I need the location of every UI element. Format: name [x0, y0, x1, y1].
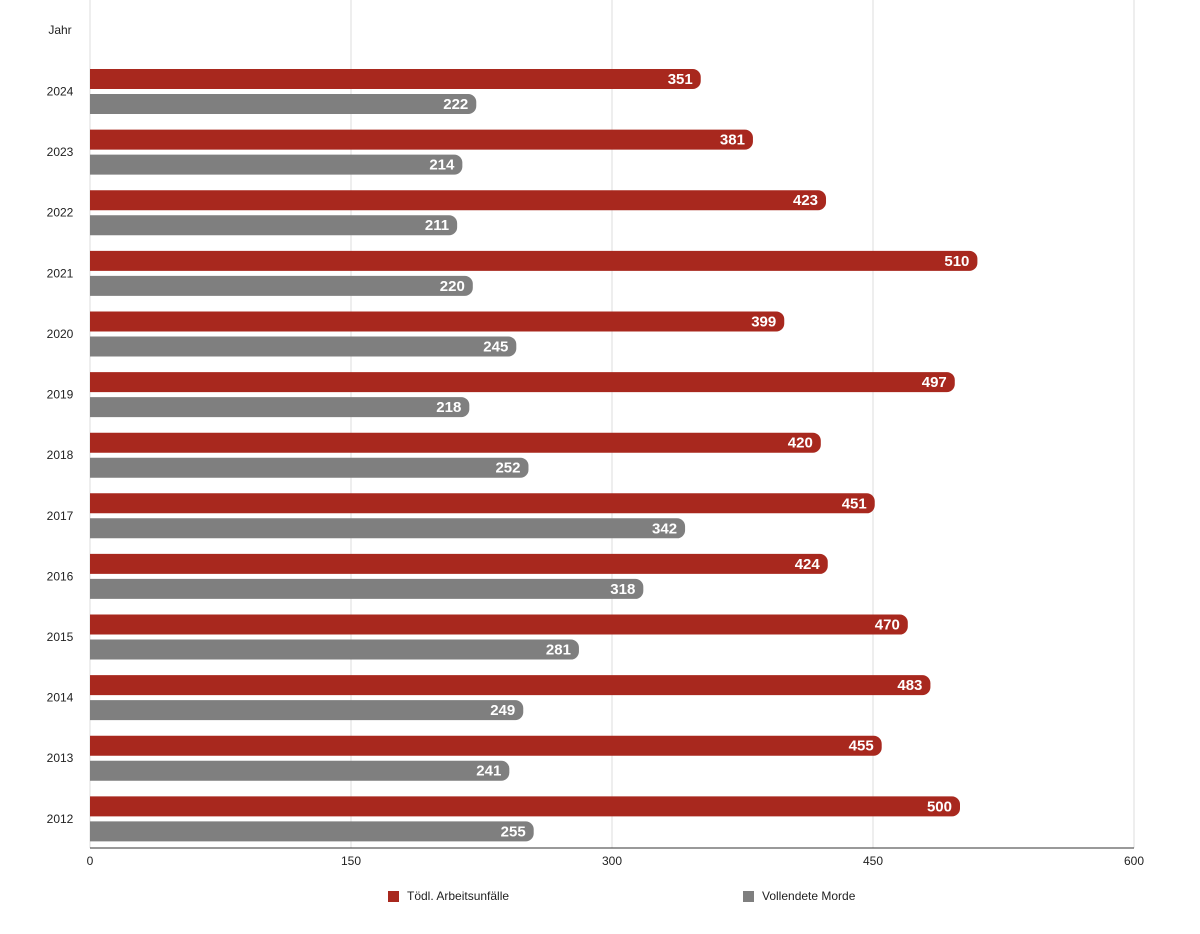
value-label: 252 — [495, 460, 520, 477]
x-tick-label: 150 — [341, 854, 361, 868]
value-label: 424 — [795, 556, 821, 573]
bar — [90, 190, 827, 211]
y-tick-label: 2012 — [47, 812, 74, 826]
bar — [90, 553, 828, 574]
bar — [90, 397, 470, 418]
bar — [90, 735, 882, 756]
x-tick-label: 450 — [863, 854, 883, 868]
bar — [90, 518, 686, 539]
y-tick-label: 2013 — [47, 751, 74, 765]
y-tick-label: 2021 — [47, 266, 74, 280]
bar — [90, 250, 978, 271]
legend-label: Tödl. Arbeitsunfälle — [407, 889, 509, 903]
bar — [90, 796, 960, 817]
y-tick-label: 2019 — [47, 388, 74, 402]
bar — [90, 457, 529, 478]
y-tick-label: 2022 — [47, 206, 74, 220]
value-label: 241 — [476, 763, 501, 780]
bar — [90, 69, 701, 89]
bar — [90, 215, 458, 236]
legend-marker — [743, 891, 754, 902]
value-label: 451 — [842, 495, 867, 512]
value-label: 318 — [610, 581, 635, 598]
bar — [90, 154, 463, 175]
value-label: 342 — [652, 520, 677, 537]
value-label: 222 — [443, 96, 468, 113]
value-label: 423 — [793, 192, 818, 209]
value-label: 399 — [751, 313, 776, 330]
value-label: 245 — [483, 338, 508, 355]
value-label: 483 — [897, 677, 922, 694]
bar — [90, 700, 524, 721]
bar — [90, 311, 785, 332]
value-label: 211 — [425, 217, 449, 234]
bar — [90, 639, 579, 660]
y-tick-label: 2018 — [47, 448, 74, 462]
legend-marker — [388, 891, 399, 902]
value-label: 281 — [546, 642, 571, 659]
value-label: 470 — [875, 617, 900, 634]
value-label: 497 — [922, 374, 947, 391]
value-label: 351 — [668, 71, 693, 88]
x-tick-label: 300 — [602, 854, 622, 868]
bar — [90, 372, 955, 393]
y-tick-label: 2023 — [47, 145, 74, 159]
y-tick-label: 2014 — [47, 691, 74, 705]
x-tick-label: 0 — [87, 854, 94, 868]
y-tick-label: 2024 — [47, 84, 74, 98]
bar — [90, 760, 510, 781]
bar — [90, 493, 875, 514]
y-tick-label: 2016 — [47, 569, 74, 583]
bar — [90, 94, 477, 114]
bar — [90, 432, 821, 453]
y-tick-label: 2020 — [47, 327, 74, 341]
value-label: 255 — [501, 823, 526, 840]
bar — [90, 129, 753, 150]
bar — [90, 578, 644, 599]
value-label: 220 — [440, 278, 465, 295]
bar — [90, 275, 473, 296]
value-label: 214 — [429, 157, 455, 174]
value-label: 218 — [436, 399, 461, 416]
legend-label: Vollendete Morde — [762, 889, 856, 903]
value-label: 455 — [849, 738, 874, 755]
x-tick-label: 600 — [1124, 854, 1144, 868]
bar — [90, 614, 908, 635]
y-tick-label: 2017 — [47, 509, 74, 523]
value-label: 420 — [788, 435, 813, 452]
value-label: 249 — [490, 702, 515, 719]
bar — [90, 336, 517, 357]
value-label: 510 — [944, 253, 969, 270]
bar — [90, 821, 534, 842]
y-axis-label: Jahr — [48, 23, 71, 37]
value-label: 381 — [720, 132, 745, 149]
bar — [90, 675, 931, 696]
value-label: 500 — [927, 798, 952, 815]
y-tick-label: 2015 — [47, 630, 74, 644]
